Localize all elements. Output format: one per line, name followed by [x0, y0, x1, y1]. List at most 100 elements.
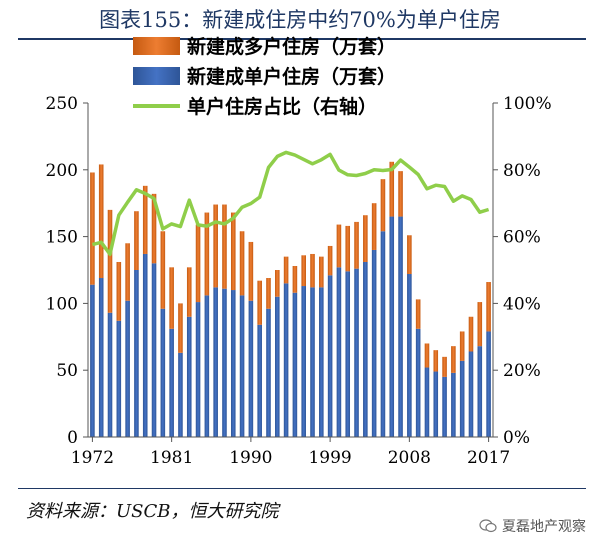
bar-multi-2012 [442, 356, 447, 377]
bar-single-1996 [301, 286, 306, 437]
share-line [91, 150, 490, 257]
bar-multi-1997 [310, 253, 315, 288]
bar-single-1982 [178, 352, 183, 437]
bar-multi-2005 [380, 179, 386, 232]
bar-single-1984 [195, 302, 201, 437]
bar-multi-1993 [275, 270, 280, 297]
bar-multi-1996 [301, 255, 306, 287]
bar-multi-2016 [477, 302, 483, 347]
bar-multi-1975 [116, 261, 122, 321]
bar-single-2005 [380, 231, 386, 437]
bar-single-2003 [363, 261, 368, 437]
bar-single-2014 [459, 360, 465, 437]
bar-multi-1985 [204, 212, 210, 296]
bar-multi-1994 [283, 256, 289, 284]
bar-single-1977 [134, 270, 139, 437]
legend-label: 单户住房占比（右轴） [187, 95, 377, 118]
title-divider [18, 38, 586, 40]
x-tick-label: 1999 [308, 448, 351, 468]
bar-single-1979 [151, 263, 157, 437]
bar-multi-1982 [178, 303, 183, 353]
bar-single-1972 [90, 284, 95, 437]
bar-multi-2017 [486, 282, 491, 332]
bar-single-2009 [415, 328, 421, 437]
bar-single-1976 [125, 300, 130, 437]
bar-multi-1987 [222, 204, 227, 289]
bar-multi-2010 [424, 343, 430, 368]
bar-single-1992 [266, 308, 271, 437]
legend-label: 新建成单户住房（万套） [187, 65, 396, 88]
bar-multi-1972 [90, 172, 95, 285]
legend-label: 新建成多户住房（万套） [187, 35, 396, 58]
line-layer [91, 150, 490, 257]
bar-single-1986 [213, 287, 218, 437]
bar-multi-1976 [125, 243, 130, 301]
bar-single-2013 [451, 372, 456, 437]
bar-multi-1998 [319, 256, 324, 288]
bar-multi-1986 [213, 204, 218, 288]
x-tick-label: 2017 [467, 448, 510, 468]
bar-single-2007 [398, 216, 403, 437]
bar-single-2011 [433, 371, 439, 437]
bar-single-1988 [230, 290, 236, 437]
x-tick-label: 2008 [388, 448, 431, 468]
bar-multi-2003 [363, 215, 368, 262]
x-tick-label: 1981 [150, 448, 193, 468]
wechat-icon [479, 519, 497, 533]
bar-multi-1979 [151, 193, 157, 264]
bar-single-1987 [222, 288, 227, 437]
bar-multi-2002 [354, 221, 359, 269]
bar-multi-1990 [248, 241, 254, 301]
bar-multi-2006 [389, 161, 395, 217]
bar-multi-1980 [160, 231, 166, 309]
bar-multi-1978 [142, 185, 148, 254]
watermark: 夏磊地产观察 [479, 516, 586, 536]
bar-multi-2014 [459, 331, 465, 361]
bar-single-2000 [336, 267, 342, 437]
bar-multi-1981 [169, 267, 174, 329]
bar-single-1978 [142, 253, 148, 437]
x-tick-label: 1972 [71, 448, 114, 468]
left-tick-label: 50 [56, 361, 78, 381]
legend: 新建成多户住房（万套） 新建成单户住房（万套） 单户住房占比（右轴） [133, 35, 396, 118]
right-tick-label: 40% [503, 294, 541, 314]
bar-single-1989 [239, 295, 245, 437]
bar-multi-1988 [230, 212, 236, 291]
bar-single-2004 [371, 249, 377, 437]
bar-multi-1999 [327, 245, 333, 276]
legend-swatch [133, 37, 180, 55]
bar-single-1990 [248, 300, 254, 437]
bar-multi-1992 [266, 278, 271, 309]
bar-multi-1977 [134, 211, 139, 270]
bar-single-1980 [160, 308, 166, 437]
bar-multi-1983 [186, 267, 192, 317]
bar-single-1998 [319, 287, 324, 437]
bar-single-2006 [389, 216, 395, 437]
bar-multi-2009 [415, 299, 421, 329]
bar-single-2016 [477, 346, 483, 437]
bar-multi-1991 [257, 280, 262, 325]
bar-single-1997 [310, 287, 315, 437]
bar-single-1975 [116, 320, 122, 437]
bar-layer [90, 161, 491, 437]
right-tick-label: 0% [503, 428, 530, 448]
bar-single-2017 [486, 331, 491, 437]
bar-multi-2011 [433, 350, 439, 372]
bar-multi-1984 [195, 224, 201, 303]
left-tick-label: 0 [67, 428, 78, 448]
bar-single-2010 [424, 367, 430, 437]
right-tick-label: 20% [503, 361, 541, 381]
bar-single-1999 [327, 275, 333, 437]
bar-single-1974 [107, 312, 113, 437]
bar-single-1995 [292, 292, 298, 437]
bar-single-2001 [345, 271, 351, 437]
bar-single-1991 [257, 324, 262, 437]
bar-single-2002 [354, 268, 359, 437]
bar-multi-1974 [107, 209, 113, 313]
bar-multi-1995 [292, 265, 298, 293]
bar-multi-2015 [468, 316, 474, 352]
bar-single-2015 [468, 351, 474, 437]
left-tick-label: 150 [46, 228, 78, 248]
bar-single-2012 [442, 376, 447, 437]
bar-multi-2004 [371, 203, 377, 250]
